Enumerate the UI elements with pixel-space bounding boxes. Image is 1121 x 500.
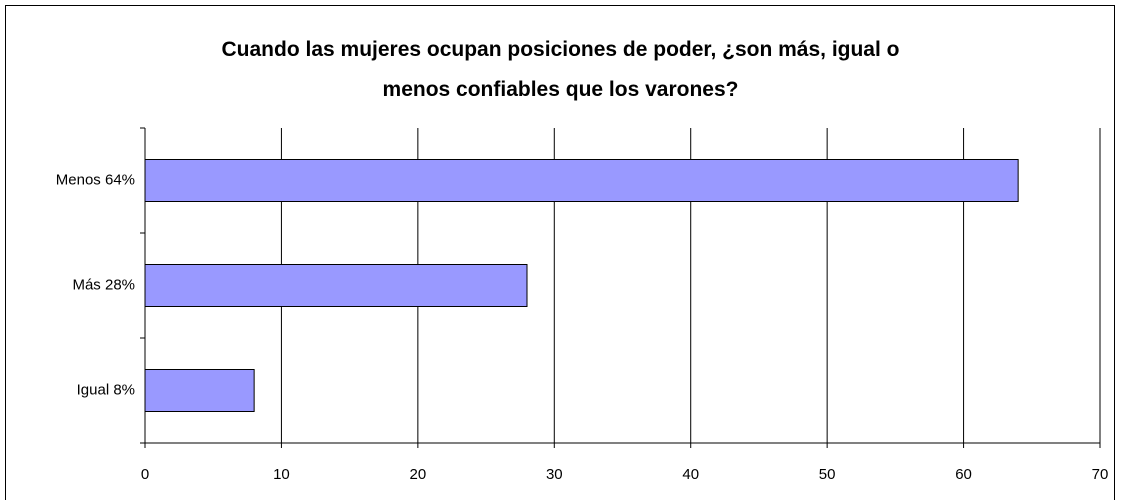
x-tick-label: 10 [273,466,290,483]
bar [144,369,255,412]
x-tick-label: 40 [682,466,699,483]
chart-title: Cuando las mujeres ocupan posiciones de … [221,38,900,101]
x-tick-label: 60 [955,466,972,483]
x-tick-label: 0 [141,466,149,483]
y-tick-label: Más 28% [72,276,135,293]
y-tick-label: Igual 8% [77,381,135,398]
x-tick-label: 30 [546,466,563,483]
bar [144,264,528,307]
bar [144,159,1019,202]
x-tick-label: 50 [819,466,836,483]
chart-title-box: Cuando las mujeres ocupan posiciones de … [0,30,1121,110]
y-tick-label: Menos 64% [56,171,135,188]
x-tick-label: 20 [410,466,427,483]
x-tick-label: 70 [1092,466,1109,483]
chart-frame [5,5,1115,500]
